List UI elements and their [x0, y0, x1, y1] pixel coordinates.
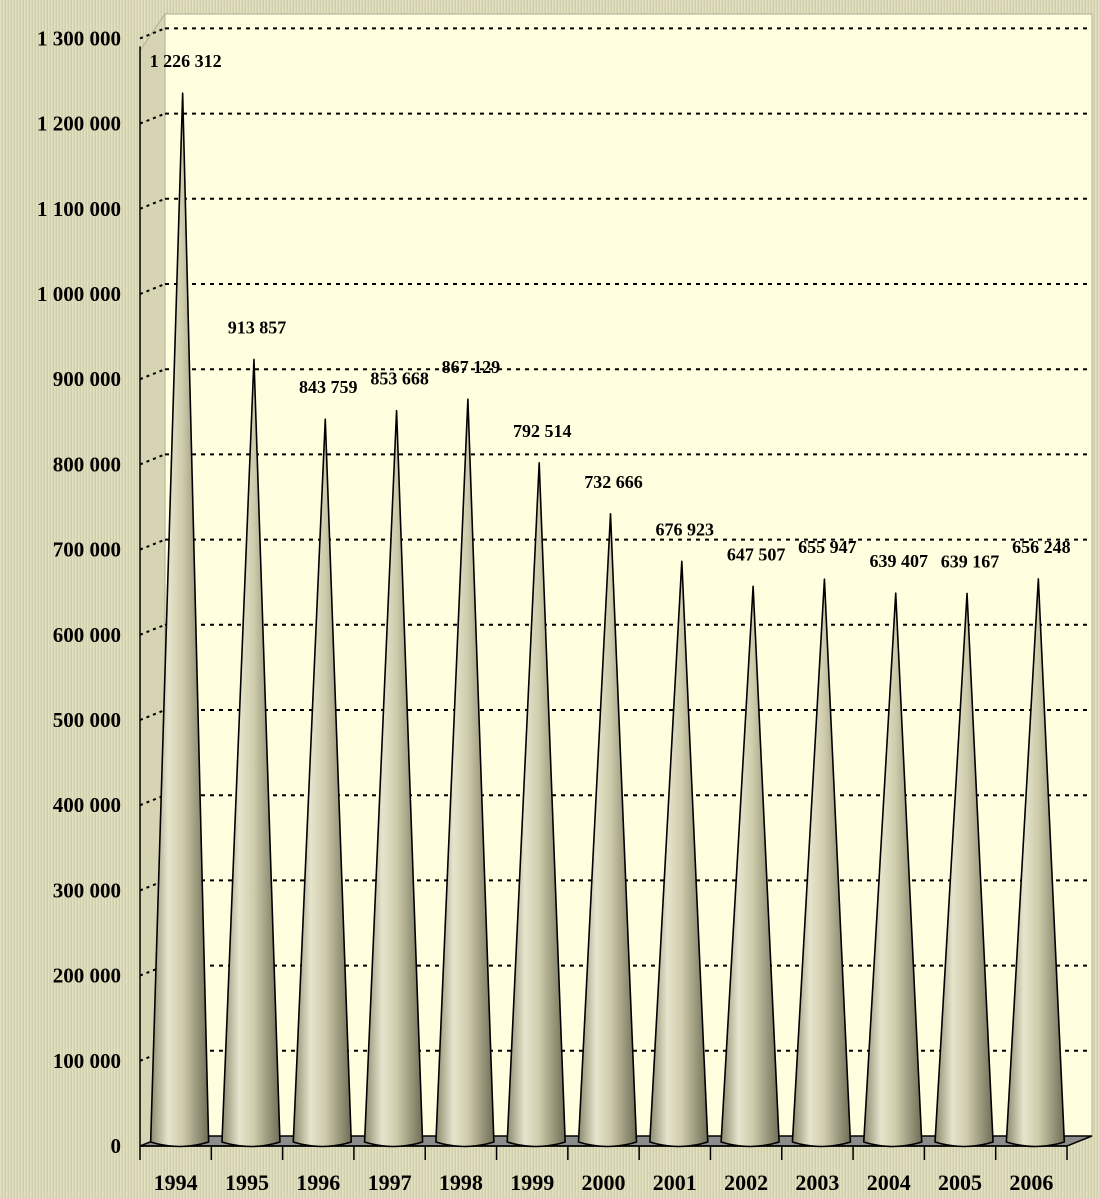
y-tick-label: 400 000: [53, 793, 121, 817]
data-label: 647 507: [727, 544, 786, 564]
y-tick-label: 1 300 000: [37, 26, 121, 50]
data-label: 792 514: [513, 421, 572, 441]
gridline-side: [139, 368, 166, 381]
y-tick-label: 800 000: [53, 452, 121, 476]
cone-bar: [649, 560, 709, 1148]
y-tick-label: 600 000: [53, 623, 121, 647]
x-tick-label: 2005: [938, 1170, 982, 1195]
data-label: 867 129: [442, 357, 501, 377]
cone-shape: [791, 578, 852, 1148]
gridline-side: [139, 623, 166, 636]
y-tick-label: 1 000 000: [37, 282, 121, 306]
y-tick-label: 1 100 000: [37, 197, 121, 221]
cone-bar: [435, 398, 495, 1148]
data-label: 639 167: [941, 551, 1000, 571]
x-tick-labels: 1994 1995 1996 1997 1998 1999 2000 2001 2002 2003…: [154, 1170, 1054, 1195]
cone-shape: [649, 560, 709, 1148]
x-tick-label: 2004: [867, 1170, 911, 1195]
data-label: 732 666: [584, 472, 643, 492]
x-tick-label: 1995: [225, 1170, 269, 1195]
cone-bar: [934, 592, 994, 1148]
cone-shape: [149, 92, 210, 1148]
cone-bar: [292, 418, 353, 1148]
data-label: 1 226 312: [150, 51, 222, 71]
cone-shape: [577, 512, 638, 1148]
cone-shape: [506, 461, 566, 1148]
x-tick-label: 2001: [653, 1170, 697, 1195]
y-tick-label: 200 000: [53, 964, 121, 988]
cone-shape: [862, 592, 923, 1148]
gridline-side: [139, 197, 166, 210]
y-tick-label: 500 000: [53, 708, 121, 732]
gridline-side: [139, 709, 166, 721]
x-tick-label: 2006: [1009, 1170, 1053, 1195]
cone-shape: [1005, 578, 1066, 1148]
cone-shape: [292, 418, 353, 1148]
x-tick-label: 1996: [296, 1170, 340, 1195]
x-tick-label: 2000: [582, 1170, 626, 1195]
x-tick-label: 1994: [154, 1170, 198, 1195]
data-label: 853 668: [370, 369, 429, 389]
data-label: 655 947: [798, 537, 857, 557]
cone-bar: [577, 512, 638, 1148]
y-tick-label: 0: [111, 1134, 122, 1158]
y-tick-label: 300 000: [53, 878, 121, 902]
gridline-side: [139, 538, 166, 551]
y-tick-label: 100 000: [53, 1049, 121, 1073]
cone-shape: [720, 585, 780, 1148]
cone-shape: [221, 358, 281, 1148]
data-labels: 1 226 312 913 857 843 759 853 668 867 129 792…: [150, 51, 1071, 571]
y-tick-labels: 0 100 000 200 000 300 000 400 000 500 000 600 …: [37, 26, 121, 1158]
cone-bar: [506, 461, 566, 1148]
cone-shape: [435, 398, 495, 1148]
cone-shape: [363, 409, 424, 1148]
cone-bar: [720, 585, 780, 1148]
cone-bar: [791, 578, 852, 1148]
y-tick-label: 700 000: [53, 538, 121, 562]
gridline-side: [139, 453, 166, 466]
y-tick-label: 1 200 000: [37, 112, 121, 136]
cone-bar: [862, 592, 923, 1148]
data-label: 656 248: [1012, 537, 1071, 557]
x-tick-label: 2002: [724, 1170, 768, 1195]
cone-shape: [934, 592, 994, 1148]
data-label: 913 857: [228, 317, 287, 337]
cone-bar: [1005, 578, 1066, 1148]
y-tick-label: 900 000: [53, 367, 121, 391]
data-label: 676 923: [656, 519, 715, 539]
x-tick-label: 1997: [368, 1170, 412, 1195]
cone-bar: [149, 92, 210, 1148]
x-tick-label: 1998: [439, 1170, 483, 1195]
cones: [149, 92, 1066, 1148]
gridline-side: [139, 112, 166, 125]
x-tick-label: 1999: [510, 1170, 554, 1195]
gridline-side: [139, 283, 166, 295]
gridline-side: [139, 27, 166, 40]
data-label: 843 759: [299, 377, 358, 397]
x-tick-label: 2003: [795, 1170, 839, 1195]
cone-bar: [221, 358, 281, 1148]
data-label: 639 407: [869, 551, 928, 571]
cone-bar: [363, 409, 424, 1148]
